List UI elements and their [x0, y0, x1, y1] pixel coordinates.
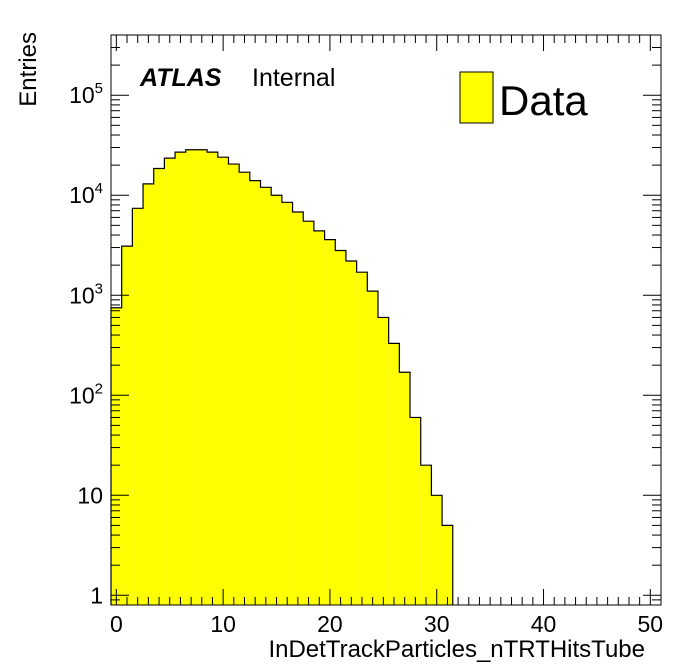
plot-frame [110, 34, 662, 606]
y-tick-labels: 1 10 102 103 104 105 [69, 80, 103, 608]
histogram-bar [442, 525, 453, 605]
histogram-bar [313, 230, 325, 606]
x-tick-label: 50 [638, 611, 664, 637]
x-tick-labels: 0 10 20 30 40 50 [110, 611, 663, 637]
y-tick-label: 102 [69, 380, 103, 408]
histogram-bar [153, 168, 165, 606]
atlas-status-text: Internal [252, 64, 335, 92]
y-tick-label: 103 [69, 280, 103, 308]
legend: Data [459, 71, 588, 124]
histogram-bar [239, 172, 250, 605]
histogram-bar [185, 149, 197, 605]
histogram-bar [143, 183, 154, 605]
histogram-bar [335, 250, 346, 605]
histogram-bar [377, 317, 389, 605]
histogram-bar [292, 211, 304, 605]
atlas-brand-text: ATLAS [139, 64, 222, 92]
histogram-bar [207, 152, 218, 606]
y-tick-label: 104 [69, 180, 103, 208]
histogram-bar [132, 208, 144, 605]
histogram-bar [281, 202, 293, 605]
histogram-bar [175, 152, 186, 606]
x-tick-label: 20 [317, 611, 343, 637]
x-tick-label: 30 [424, 611, 450, 637]
x-axis-label: InDetTrackParticles_nTRTHitsTube [268, 636, 645, 663]
histogram-bar [260, 187, 272, 605]
histogram-bar [431, 495, 443, 605]
histogram-bar [228, 164, 240, 605]
histogram-bar [111, 307, 122, 605]
histogram-bar [303, 221, 314, 606]
y-tick-label: 1 [90, 582, 103, 608]
histogram-bar [324, 239, 336, 605]
histogram-bar [164, 158, 176, 605]
y-tick-label: 105 [69, 80, 103, 108]
histogram-bar [367, 291, 378, 605]
histogram-bar [399, 372, 411, 605]
histogram-bars [110, 149, 454, 606]
histogram-bar [420, 465, 432, 605]
histogram-bar [410, 417, 421, 605]
histogram-bar [271, 195, 282, 605]
histogram-bar [249, 180, 261, 605]
legend-label: Data [499, 77, 588, 124]
x-tick-label: 40 [531, 611, 557, 637]
y-axis-label: Entries [15, 32, 42, 107]
histogram-bar [345, 261, 357, 605]
atlas-label: ATLAS Internal [139, 64, 335, 92]
histogram-bar [217, 157, 229, 605]
legend-swatch [459, 71, 494, 124]
histogram-bar [121, 246, 133, 605]
histogram-bar [388, 343, 400, 605]
y-tick-label: 10 [77, 482, 103, 508]
x-tick-label: 10 [210, 611, 236, 637]
histogram-outline [110, 149, 454, 605]
x-tick-label: 0 [110, 611, 123, 637]
histogram-bar [196, 149, 208, 605]
histogram-bar [356, 272, 368, 605]
axis-ticks [111, 34, 662, 606]
